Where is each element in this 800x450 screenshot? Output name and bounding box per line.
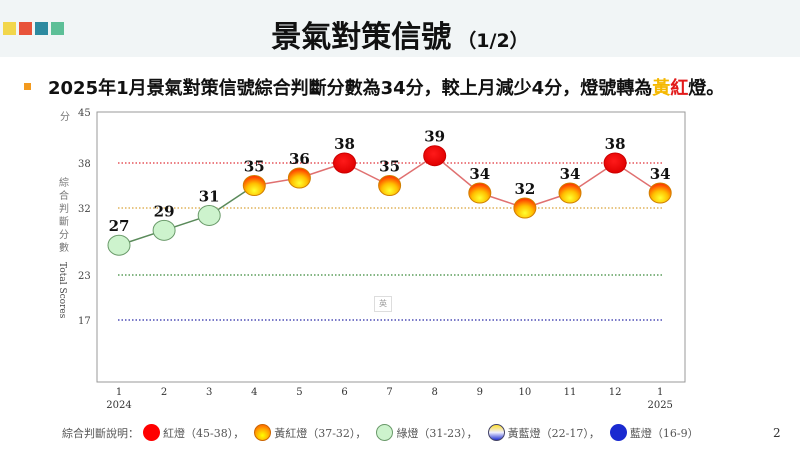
legend-item-label: 黃藍燈（22-17）， xyxy=(507,426,600,440)
bullet-icon xyxy=(24,83,31,90)
y-tick-label: 23 xyxy=(78,271,91,282)
y-axis-label-char: 數 xyxy=(59,241,69,254)
y-unit-label: 分 xyxy=(60,111,70,123)
y-axis-label-char: 斷 xyxy=(59,215,69,228)
brand-square-green xyxy=(51,22,64,35)
data-label: 36 xyxy=(289,150,310,168)
x-tick-label: 7 xyxy=(386,387,392,398)
summary-red: 紅 xyxy=(670,78,689,99)
x-tick-label: 12 xyxy=(609,387,622,398)
legend-label: 綜合判斷說明： xyxy=(62,426,139,440)
x-tick-label: 6 xyxy=(341,387,347,398)
data-point xyxy=(287,167,311,189)
data-label: 39 xyxy=(424,128,445,146)
y-tick-label: 45 xyxy=(78,108,91,119)
x-tick-label: 10 xyxy=(519,387,532,398)
x-tick-label: 11 xyxy=(564,387,577,398)
data-point xyxy=(333,152,356,174)
plot-area xyxy=(96,111,686,383)
legend-item-label: 紅燈（45-38）， xyxy=(163,426,245,440)
data-label: 27 xyxy=(109,217,130,235)
x-tick-label: 5 xyxy=(296,387,302,398)
data-point xyxy=(107,234,131,256)
data-point xyxy=(197,204,221,226)
y-tick-label: 32 xyxy=(78,204,91,215)
y-axis-label-char: 分 xyxy=(59,229,69,241)
title-suffix: （1/2） xyxy=(457,30,529,52)
data-point xyxy=(603,152,627,174)
legend-green-light-icon xyxy=(376,424,394,441)
y-tick-label: 17 xyxy=(78,316,91,327)
y-axis-label-en: Total Scores xyxy=(57,262,67,319)
x-tick-label: 9 xyxy=(477,387,483,398)
x-year-label: 2025 xyxy=(647,400,672,411)
data-point xyxy=(468,182,492,204)
legend: 綜合判斷說明： 紅燈（45-38）， 黃紅燈（37-32）， 綠燈（31-23）， 黃… xyxy=(62,424,705,441)
legend-item-label: 藍燈（16-9） xyxy=(629,426,699,440)
data-label: 29 xyxy=(154,202,175,220)
page-title: 景氣對策信號 （1/2） xyxy=(0,12,800,56)
x-year-label: 2024 xyxy=(106,400,131,411)
legend-item-label: 綠燈（31-23）， xyxy=(396,426,478,440)
data-label: 38 xyxy=(334,135,355,153)
x-tick-label: 3 xyxy=(206,387,212,398)
data-label: 34 xyxy=(650,165,671,183)
data-label: 32 xyxy=(514,180,535,198)
page-number: 2 xyxy=(773,426,781,440)
data-label: 38 xyxy=(605,135,626,153)
legend-red-light-icon xyxy=(143,424,160,441)
x-tick-label: 2 xyxy=(161,387,167,398)
data-label: 34 xyxy=(560,165,581,183)
data-point xyxy=(152,219,176,241)
summary-yellow: 黃 xyxy=(652,78,671,99)
x-tick-label: 4 xyxy=(251,387,257,398)
x-tick-label: 8 xyxy=(432,387,438,398)
header-bar xyxy=(0,0,800,57)
data-label: 34 xyxy=(469,165,490,183)
data-label: 31 xyxy=(199,187,220,205)
ime-indicator: 英 xyxy=(374,296,392,312)
data-point xyxy=(423,145,447,167)
title-text: 景氣對策信號 xyxy=(271,20,452,55)
y-axis-label-char: 綜 xyxy=(59,176,69,189)
data-point xyxy=(513,197,537,219)
y-axis-label-char: 判 xyxy=(59,203,69,215)
data-point xyxy=(378,175,402,196)
legend-blue-light-icon xyxy=(609,424,627,441)
brand-square-yellow xyxy=(3,22,16,35)
x-tick-label: 1 xyxy=(116,387,122,398)
summary-text: 2025年1月景氣對策信號綜合判斷分數為34分，較上月減少4分，燈號轉為黃紅燈。 xyxy=(48,74,724,100)
legend-yellowred-light-icon xyxy=(254,424,272,441)
legend-item-label: 黃紅燈（37-32）， xyxy=(274,426,367,440)
data-point xyxy=(558,182,582,204)
summary-pre: 2025年1月景氣對策信號綜合判斷分數為34分，較上月減少4分，燈號轉為 xyxy=(48,78,653,99)
legend-yellowblue-light-icon xyxy=(487,424,505,441)
data-point xyxy=(648,182,672,204)
brand-square-teal xyxy=(35,22,48,35)
data-point xyxy=(242,175,266,196)
y-tick-label: 38 xyxy=(78,159,91,170)
summary-post: 燈。 xyxy=(688,78,725,99)
data-label: 35 xyxy=(244,158,265,176)
brand-square-red xyxy=(19,22,32,35)
y-axis-label-char: 合 xyxy=(59,189,69,202)
x-tick-label: 1 xyxy=(657,387,663,398)
data-label: 35 xyxy=(379,158,400,176)
